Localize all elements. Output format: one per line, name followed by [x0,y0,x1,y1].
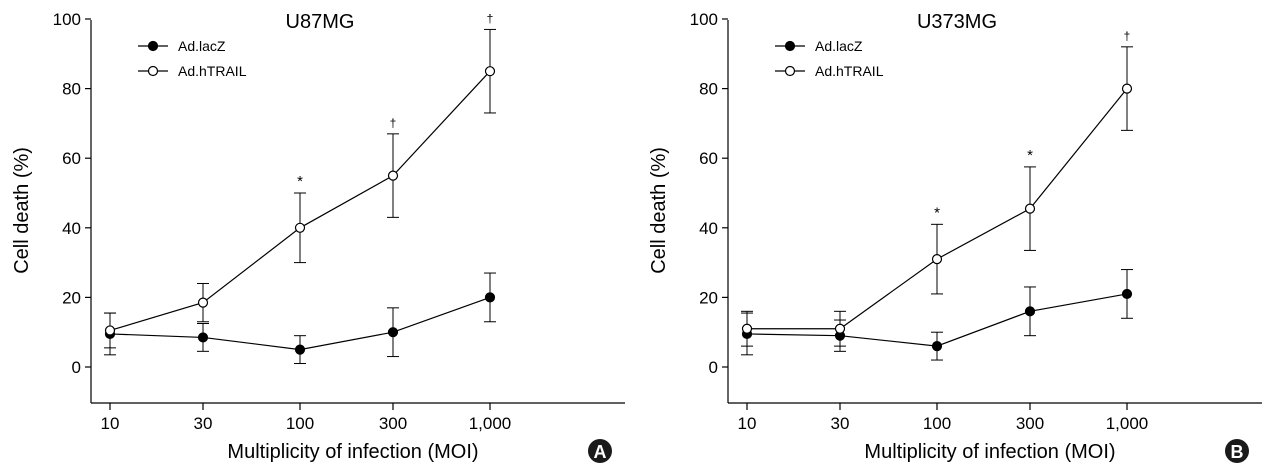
panel-label-circle [1225,439,1249,463]
y-tick-label: 100 [53,10,81,29]
y-tick-label: 60 [62,149,81,168]
panel-label-badge: A [588,439,612,463]
x-tick-label: 30 [831,414,850,433]
chart-title: U87MG [286,11,355,33]
legend-item: Ad.lacZ [138,38,226,54]
panel-label-badge: B [1225,439,1249,463]
panel-label: B [1231,442,1244,462]
significance-marker: * [1027,147,1033,164]
panel-label-circle [588,439,612,463]
legend-marker [147,65,159,77]
data-point [741,323,753,334]
y-tick-label: 20 [699,288,718,307]
x-axis-label: Multiplicity of infection (MOI) [864,441,1115,463]
data-point [104,325,116,336]
line-chart-u87mg: 0 20 40 60 80 100 10 30 100 300 1,000 U87MG Multipli… [11,10,625,463]
series-ad-htrail: * * † [741,29,1133,347]
legend-label: Ad.lacZ [815,38,863,54]
chart-panel-b: 0 20 40 60 80 100 10 30 100 300 1,000 U373MG Multipl… [637,0,1273,465]
data-point [834,323,846,334]
data-point [197,332,209,343]
legend-item: Ad.lacZ [775,38,863,54]
x-tick-label: 1,000 [469,414,512,433]
legend-label: Ad.lacZ [178,38,226,54]
data-point [484,66,496,77]
x-tick-label: 100 [286,414,314,433]
data-point [387,170,399,181]
data-point [1121,288,1133,300]
legend-label: Ad.hTRAIL [815,63,884,79]
significance-marker: † [487,11,494,25]
data-point [931,341,943,352]
y-tick-label: 40 [699,219,718,238]
data-point [387,327,399,338]
legend-marker [784,40,796,52]
x-axis-label: Multiplicity of infection (MOI) [227,441,478,463]
x-tick-label: 10 [101,414,120,433]
data-point [931,254,943,265]
data-point [294,344,306,355]
chart-title: U373MG [917,11,997,33]
data-point [1024,203,1036,214]
legend-marker [784,65,796,77]
legend-item: Ad.hTRAIL [138,63,247,79]
series-ad-htrail: * † † [104,11,496,349]
data-point [294,222,306,233]
y-tick-label: 80 [62,80,81,99]
y-tick-label: 100 [690,10,718,29]
legend-item: Ad.hTRAIL [775,63,884,79]
significance-marker: * [297,173,303,190]
significance-marker: † [390,116,397,130]
y-tick-label: 0 [72,358,81,377]
data-point [1121,83,1133,94]
chart-panel-a: 0 20 40 60 80 100 10 30 100 300 1,000 U87MG Multipli… [0,0,636,465]
y-tick-label: 0 [709,358,718,377]
y-tick-label: 60 [699,149,718,168]
x-tick-label: 10 [738,414,757,433]
x-tick-label: 1,000 [1106,414,1149,433]
x-tick-label: 300 [1016,414,1044,433]
y-tick-label: 80 [699,80,718,99]
data-point [197,297,209,308]
legend-marker [147,40,159,52]
x-tick-label: 30 [194,414,213,433]
x-tick-label: 100 [923,414,951,433]
series-ad-lacz [104,272,496,365]
panel-label: A [594,442,607,462]
line-chart-u373mg: 0 20 40 60 80 100 10 30 100 300 1,000 U373MG Multipl… [648,10,1262,463]
y-tick-label: 40 [62,219,81,238]
significance-marker: * [934,204,940,221]
legend-label: Ad.hTRAIL [178,63,247,79]
y-axis-label: Cell death (%) [11,147,33,274]
significance-marker: † [1124,29,1131,43]
data-point [484,292,496,303]
y-tick-label: 20 [62,288,81,307]
y-axis-label: Cell death (%) [648,147,670,274]
data-point [1024,306,1036,317]
x-tick-label: 300 [379,414,407,433]
